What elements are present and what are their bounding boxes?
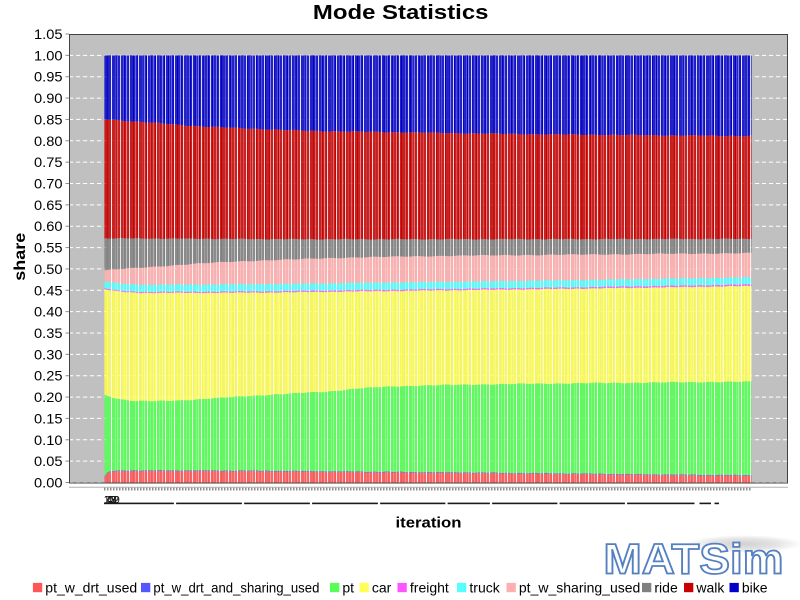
svg-text:MATSim: MATSim (604, 536, 784, 583)
svg-text:0.65: 0.65 (34, 197, 63, 213)
svg-text:0.75: 0.75 (34, 154, 63, 170)
svg-text:9: 9 (114, 494, 120, 506)
svg-text:2: 2 (113, 494, 119, 506)
svg-text:car: car (372, 579, 392, 595)
svg-text:1: 1 (104, 494, 110, 506)
svg-text:truck: truck (469, 579, 500, 595)
svg-text:0: 0 (107, 494, 113, 506)
svg-text:iteration: iteration (396, 516, 462, 532)
svg-text:0.60: 0.60 (34, 218, 63, 234)
svg-text:share: share (12, 232, 29, 280)
svg-text:4: 4 (106, 494, 112, 506)
svg-text:0.05: 0.05 (34, 453, 63, 469)
svg-text:3: 3 (110, 494, 116, 506)
svg-text:5: 5 (109, 494, 115, 506)
svg-text:7: 7 (105, 494, 111, 506)
svg-text:0.95: 0.95 (34, 69, 63, 85)
svg-text:0.45: 0.45 (34, 282, 63, 298)
svg-text:0.55: 0.55 (34, 240, 63, 256)
svg-text:ride: ride (654, 579, 678, 595)
svg-text:pt: pt (342, 579, 354, 595)
svg-text:1.05: 1.05 (34, 26, 63, 42)
svg-text:freight: freight (410, 579, 449, 595)
svg-text:0.80: 0.80 (34, 133, 63, 149)
svg-text:1.00: 1.00 (34, 47, 63, 63)
svg-text:pt_w_sharing_used: pt_w_sharing_used (519, 579, 640, 595)
svg-text:8: 8 (111, 494, 117, 506)
svg-text:pt_w_drt_used: pt_w_drt_used (45, 579, 137, 595)
svg-text:0.40: 0.40 (34, 304, 63, 320)
svg-text:0.15: 0.15 (34, 410, 63, 426)
svg-text:0.90: 0.90 (34, 90, 63, 106)
svg-text:Mode Statistics: Mode Statistics (313, 2, 489, 24)
svg-text:pt_w_drt_and_sharing_used: pt_w_drt_and_sharing_used (153, 579, 319, 595)
svg-text:walk: walk (695, 579, 725, 595)
svg-text:bike: bike (742, 579, 768, 595)
svg-text:0.10: 0.10 (34, 432, 63, 448)
svg-text:0.20: 0.20 (34, 389, 63, 405)
svg-text:0.70: 0.70 (34, 176, 63, 192)
svg-text:0.30: 0.30 (34, 346, 63, 362)
svg-text:0.85: 0.85 (34, 111, 63, 127)
svg-text:0.50: 0.50 (34, 261, 63, 277)
svg-text:0.00: 0.00 (34, 475, 63, 491)
svg-text:0.35: 0.35 (34, 325, 63, 341)
svg-text:0.25: 0.25 (34, 368, 63, 384)
